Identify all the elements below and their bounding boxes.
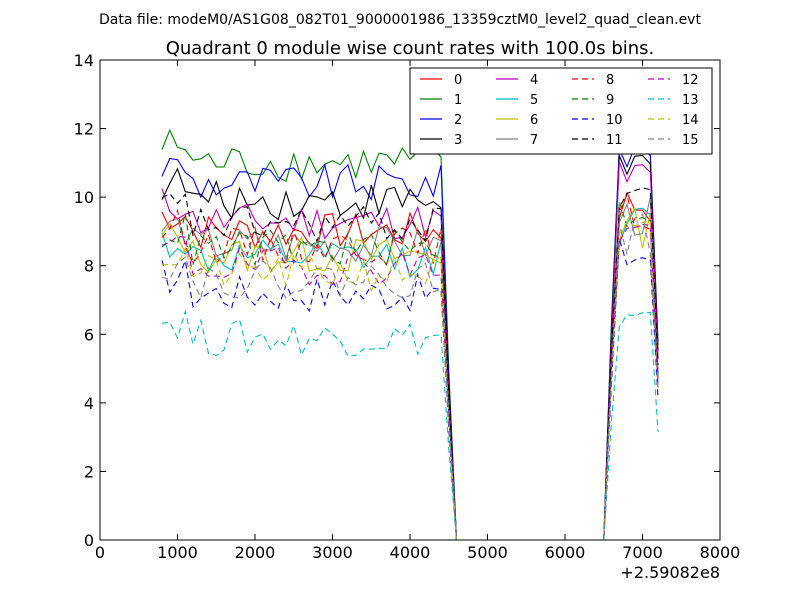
legend-label-8: 8	[606, 73, 614, 88]
legend-label-4: 4	[530, 73, 538, 88]
x-tick-label-3: 3000	[312, 543, 353, 562]
legend-label-13: 13	[682, 93, 699, 108]
series-line-14	[161, 220, 659, 540]
series-line-12	[161, 224, 659, 540]
series-line-10	[161, 238, 659, 540]
legend-label-6: 6	[530, 113, 538, 128]
series-line-15	[161, 213, 659, 540]
legend-label-0: 0	[454, 73, 462, 88]
series-line-4	[161, 161, 659, 540]
x-tick-label-6: 6000	[545, 543, 586, 562]
series-line-9	[161, 201, 659, 540]
series-line-8	[161, 193, 659, 540]
series-line-1	[161, 123, 659, 540]
series-line-7	[161, 197, 659, 540]
y-tick-label-2: 4	[84, 394, 94, 413]
x-tick-label-1: 1000	[157, 543, 198, 562]
legend-label-10: 10	[606, 113, 623, 128]
x-tick-label-2: 2000	[235, 543, 276, 562]
y-tick-label-0: 0	[84, 531, 94, 550]
legend-label-15: 15	[682, 133, 699, 148]
series-line-13	[161, 309, 659, 540]
y-tick-label-3: 6	[84, 325, 94, 344]
chart-title: Quadrant 0 module wise count rates with …	[166, 38, 655, 59]
legend-label-14: 14	[682, 113, 699, 128]
legend-box	[409, 67, 713, 155]
series-line-5	[161, 207, 659, 540]
x-offset-label: +2.59082e8	[620, 563, 720, 582]
chart-suptitle: Data file: modeM0/AS1G08_082T01_90000019…	[99, 12, 701, 28]
legend-label-1: 1	[454, 93, 462, 108]
y-tick-label-1: 2	[84, 462, 94, 481]
legend-label-11: 11	[606, 133, 623, 148]
y-tick-label-5: 10	[74, 188, 94, 207]
series-line-11	[161, 187, 659, 540]
legend-label-3: 3	[454, 133, 462, 148]
series-layer	[161, 123, 659, 540]
series-line-2	[161, 145, 659, 540]
legend-label-5: 5	[530, 93, 538, 108]
legend-label-12: 12	[682, 73, 699, 88]
x-tick-label-7: 7000	[622, 543, 663, 562]
axis-ticks: 0 1000 2000 3000 4000 5000 6000 7000 80000246810…	[74, 51, 741, 562]
series-line-0	[161, 191, 659, 540]
y-tick-label-7: 14	[74, 51, 94, 70]
y-tick-label-6: 12	[74, 120, 94, 139]
x-tick-label-8: 8000	[700, 543, 741, 562]
x-tick-label-5: 5000	[467, 543, 508, 562]
series-line-3	[161, 154, 659, 540]
y-tick-label-4: 8	[84, 257, 94, 276]
x-tick-label-0: 0	[95, 543, 105, 562]
x-tick-label-4: 4000	[390, 543, 431, 562]
legend-label-9: 9	[606, 93, 614, 108]
legend-label-2: 2	[454, 113, 462, 128]
legend-label-7: 7	[530, 133, 538, 148]
